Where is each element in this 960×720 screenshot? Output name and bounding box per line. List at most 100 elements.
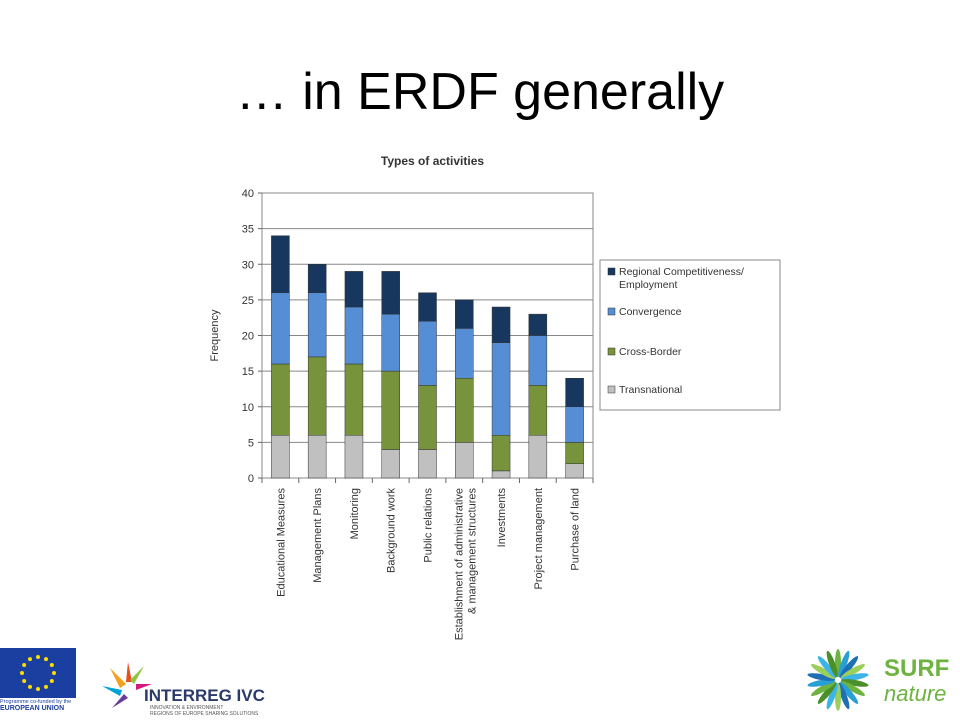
eu-star-icon: [22, 679, 27, 683]
bar-segment: [344, 306, 364, 365]
stacked-bar-chart: Types of activities 0 5 10 15 20 25 30 35 40 Frequ…: [209, 154, 781, 640]
legend-label-line: Transnational: [619, 384, 682, 396]
surf-name: SURF: [884, 655, 950, 682]
eu-star-icon: [44, 684, 48, 689]
chart-title: Types of activities: [381, 154, 484, 168]
interreg-tagline-1: INNOVATION & ENVIRONMENT: [150, 705, 224, 711]
surf-flower-icon: [807, 649, 869, 711]
y-tick-label: 10: [242, 402, 254, 414]
eu-star-icon: [20, 671, 24, 675]
x-tick-label-line: Background work: [386, 488, 398, 573]
x-tick-label-line: & management structures: [466, 488, 478, 614]
bar-segment: [418, 292, 437, 322]
bar-segment: [307, 356, 327, 436]
surf-petal-icon: [840, 679, 869, 687]
bar-segment: [381, 271, 400, 315]
surf-petal-icon: [826, 650, 838, 678]
eu-star-icon: [28, 657, 32, 662]
eu-star-icon: [36, 655, 40, 659]
surf-petal-icon: [839, 656, 859, 678]
legend-swatch: [607, 347, 616, 356]
y-tick-label: 20: [242, 331, 254, 343]
bar-segment: [528, 335, 548, 386]
legend-box: [599, 259, 781, 411]
bar-segment: [307, 435, 327, 479]
interreg-swoosh-icon: [102, 662, 152, 708]
x-tick-label-line: Educational Measures: [275, 488, 287, 597]
surf-petal-icon: [840, 664, 865, 679]
x-tick-label-line: Purchase of land: [570, 488, 582, 571]
y-tick-label: 0: [248, 473, 254, 485]
bar-segment: [491, 470, 511, 479]
x-tick-label-line: Public relations: [423, 488, 435, 563]
y-tick-label: 25: [242, 295, 254, 307]
bar-segment: [418, 321, 437, 386]
bar-segment: [528, 313, 548, 336]
y-tick-label: 30: [242, 259, 254, 271]
interreg-tagline-2: REGIONS OF EUROPE SHARING SOLUTIONS: [150, 711, 259, 717]
legend-swatch: [607, 267, 616, 276]
bar-segment: [271, 235, 290, 293]
interreg-name: INTERREG IVC: [144, 686, 265, 705]
bar-segment: [307, 292, 327, 358]
x-tick-label: Background work: [386, 488, 398, 573]
eu-star-icon: [36, 687, 40, 691]
x-tick-label: Management Plans: [312, 488, 324, 583]
y-tick-label: 35: [242, 224, 254, 236]
legend-label: Convergence: [619, 306, 682, 318]
bar-segment: [565, 463, 584, 479]
bar-segment: [271, 363, 290, 436]
eu-star-icon: [44, 657, 48, 662]
bar-segment: [271, 292, 290, 365]
eu-star-icon: [49, 679, 54, 683]
surf-petal-icon: [838, 682, 850, 710]
y-tick-label: 5: [248, 437, 254, 449]
bar-segment: [455, 442, 474, 479]
surf-petal-icon: [811, 681, 836, 696]
surf-petal-icon: [817, 656, 837, 678]
surf-petal-icon: [840, 681, 865, 696]
bar-segment: [455, 328, 474, 379]
bar-segment: [381, 370, 400, 450]
x-tick-label-line: Project management: [533, 488, 545, 590]
eu-star-icon: [28, 684, 32, 689]
bar-segment: [418, 385, 437, 450]
legend-label-line: Cross-Border: [619, 346, 682, 358]
legend-label-line: Employment: [619, 279, 677, 291]
x-tick-label: Monitoring: [349, 488, 361, 539]
bar-segment: [565, 378, 584, 407]
surf-petal-icon: [826, 682, 838, 710]
x-tick-label: Project management: [533, 488, 545, 590]
eu-star-icon: [22, 663, 27, 667]
legend-label: Regional Competitiveness/Employment: [619, 266, 744, 291]
x-tick-label: Purchase of land: [570, 488, 582, 571]
surf-petal-icon: [811, 664, 836, 679]
bar-segment: [491, 306, 511, 343]
legend-label-line: Convergence: [619, 306, 682, 318]
bar-segment: [491, 342, 511, 436]
nature-name: nature: [884, 681, 947, 706]
eu-logo: Programme co-funded by the EUROPEAN UNIO…: [0, 648, 80, 712]
bar-segment: [528, 385, 548, 436]
surf-nature-logo: SURF nature: [800, 645, 960, 715]
eu-caption-bold: EUROPEAN UNION: [0, 705, 65, 712]
x-tick-label-line: Establishment of administrative: [453, 488, 465, 640]
surf-petal-icon: [838, 650, 850, 678]
y-tick-label: 40: [242, 188, 254, 200]
legend-swatch: [607, 307, 616, 316]
bar-segment: [307, 264, 327, 293]
eu-caption: Programme co-funded by the: [0, 699, 72, 705]
legend-label-line: Regional Competitiveness/: [619, 266, 744, 278]
surf-petal-icon: [839, 682, 859, 704]
bar-segment: [344, 271, 364, 308]
legend-label: Transnational: [619, 384, 682, 396]
y-axis-label: Frequency: [209, 309, 221, 361]
surf-petal-icon: [807, 679, 836, 687]
bar-segment: [381, 313, 400, 372]
bar-segment: [381, 449, 400, 479]
bar-segment: [344, 435, 364, 479]
eu-flag-icon: [0, 648, 76, 698]
x-tick-label: Investments: [496, 488, 508, 548]
x-tick-label: Educational Measures: [275, 488, 287, 597]
x-tick-label-line: Investments: [496, 488, 508, 548]
